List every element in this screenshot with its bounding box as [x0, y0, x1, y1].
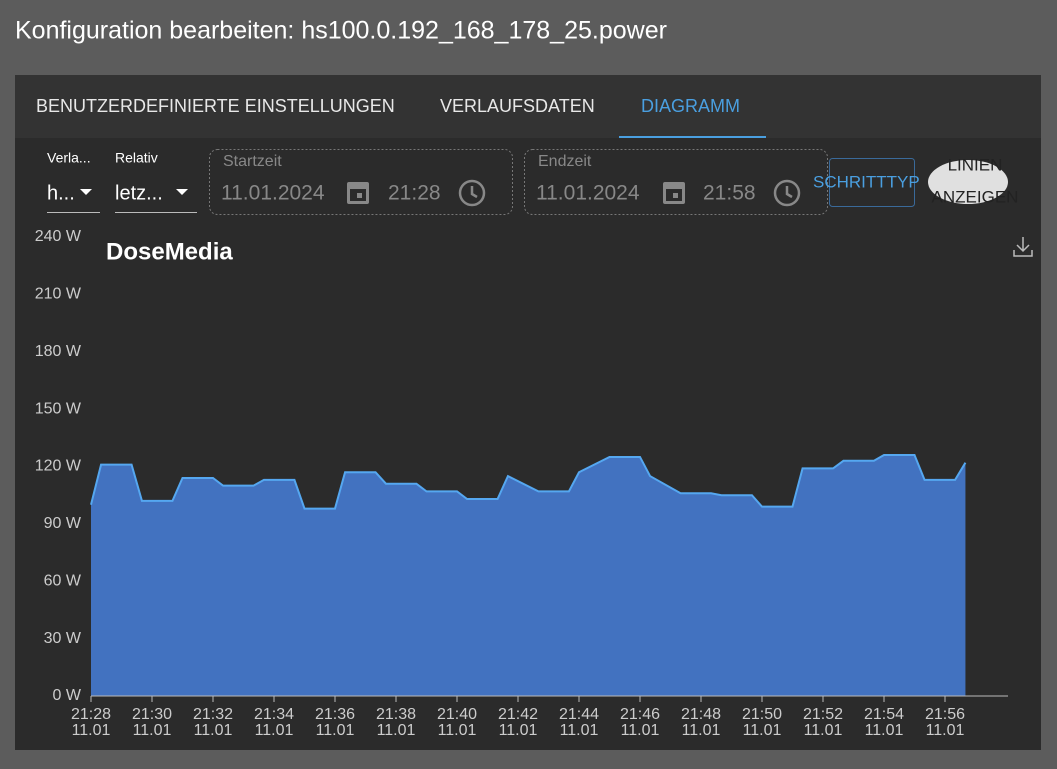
x-tick-date: 11.01 — [560, 722, 599, 739]
x-tick-date: 11.01 — [133, 722, 172, 739]
clock-icon — [773, 179, 801, 207]
lines-toggle[interactable]: LINIEN ANZEIGEN — [928, 155, 1018, 206]
tab-active[interactable]: DIAGRAMM — [641, 96, 740, 116]
toggle-label: LINIEN — [948, 155, 1003, 174]
y-tick-label: 150 W — [35, 400, 82, 417]
x-tick-label: 21:46 — [620, 706, 660, 723]
dropdown-arrow — [176, 189, 188, 195]
tab[interactable]: BENUTZERDEFINIERTE EINSTELLUNGEN — [36, 96, 395, 116]
chart-title: DoseMedia — [106, 238, 233, 265]
underline — [115, 212, 197, 213]
field-date: 11.01.2024 — [221, 182, 325, 205]
calendar-icon — [347, 182, 369, 204]
y-tick-label: 90 W — [44, 515, 82, 532]
toggle-label: ANZEIGEN — [932, 187, 1019, 206]
end-field[interactable]: Endzeit 11.01.2024 21:58 — [524, 149, 828, 215]
dropdown-arrow — [80, 189, 92, 195]
field-time: 21:58 — [703, 182, 756, 205]
x-tick-label: 21:50 — [742, 706, 782, 723]
x-tick-label: 21:32 — [193, 706, 233, 723]
x-tick-label: 21:48 — [681, 706, 721, 723]
x-tick-date: 11.01 — [72, 722, 111, 739]
x-tick-date: 11.01 — [621, 722, 660, 739]
underline — [47, 212, 100, 213]
relative-select[interactable]: Relativ letz... — [115, 150, 197, 213]
field-label: Endzeit — [538, 153, 592, 170]
field-date: 11.01.2024 — [536, 182, 640, 205]
y-tick-label: 240 W — [35, 228, 82, 245]
y-tick-label: 60 W — [44, 572, 82, 589]
y-tick-label: 30 W — [44, 630, 82, 647]
x-tick-date: 11.01 — [194, 722, 233, 739]
y-tick-label: 0 W — [53, 687, 82, 704]
tab-bar — [15, 75, 1041, 138]
clock-icon — [458, 179, 486, 207]
x-tick-label: 21:38 — [376, 706, 416, 723]
x-tick-label: 21:34 — [254, 706, 294, 723]
page-title: Konfiguration bearbeiten: hs100.0.192_16… — [15, 17, 667, 45]
select-value: letz... — [115, 182, 163, 204]
x-tick-date: 11.01 — [865, 722, 904, 739]
tab[interactable]: VERLAUFSDATEN — [440, 96, 595, 116]
line — [90, 454, 967, 510]
x-tick-label: 21:40 — [437, 706, 477, 723]
field-border — [524, 149, 828, 215]
x-tick-label: 21:28 — [71, 706, 111, 723]
x-tick-label: 21:52 — [803, 706, 843, 723]
area — [91, 455, 966, 696]
select-label: Verla... — [47, 150, 91, 166]
start-field[interactable]: Startzeit 11.01.2024 21:28 — [209, 149, 513, 215]
x-tick-date: 11.01 — [316, 722, 355, 739]
tab-indicator — [619, 136, 766, 138]
y-tick-label: 210 W — [35, 286, 82, 303]
calendar-icon — [663, 182, 685, 204]
field-time: 21:28 — [388, 182, 441, 205]
y-tick-label: 180 W — [35, 343, 82, 360]
x-tick-label: 21:44 — [559, 706, 599, 723]
x-tick-date: 11.01 — [255, 722, 294, 739]
x-tick-label: 21:54 — [864, 706, 904, 723]
x-tick-label: 21:42 — [498, 706, 538, 723]
history-select[interactable]: Verla... h... — [47, 150, 100, 213]
button-border — [829, 158, 915, 207]
select-value: h... — [47, 182, 75, 204]
toggle-bg — [928, 160, 1008, 204]
x-tick-date: 11.01 — [499, 722, 538, 739]
x-tick-date: 11.01 — [804, 722, 843, 739]
x-tick-date: 11.01 — [682, 722, 721, 739]
field-border — [209, 149, 513, 215]
y-tick-label: 120 W — [35, 458, 82, 475]
step-button[interactable]: SCHRITTTYP — [813, 158, 920, 207]
x-tick-label: 21:30 — [132, 706, 172, 723]
button-label: SCHRITTTYP — [813, 172, 920, 191]
x-tick-label: 21:56 — [925, 706, 965, 723]
plot: 0 W 30 W 60 W 90 W 120 W 150 W 180 W 210 W 240 W… — [35, 228, 1008, 739]
select-label: Relativ — [115, 150, 158, 166]
x-tick-date: 11.01 — [438, 722, 477, 739]
field-label: Startzeit — [223, 153, 282, 170]
download-icon[interactable] — [1013, 237, 1033, 257]
x-tick-date: 11.01 — [377, 722, 416, 739]
x-tick-label: 21:36 — [315, 706, 355, 723]
x-tick-date: 11.01 — [743, 722, 782, 739]
x-tick-date: 11.01 — [926, 722, 965, 739]
